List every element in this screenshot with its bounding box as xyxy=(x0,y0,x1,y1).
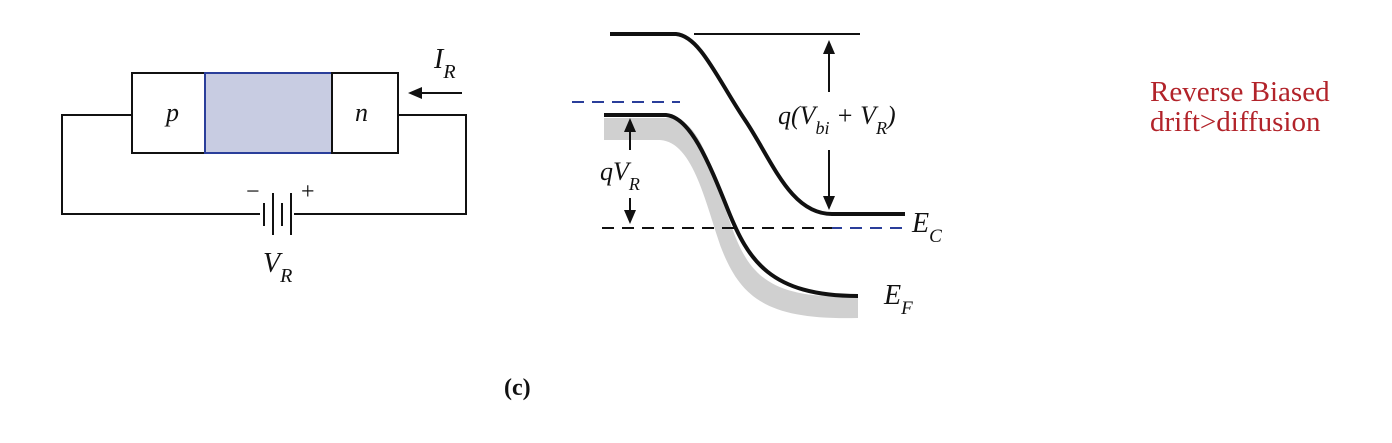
figure-caption: (c) xyxy=(504,375,531,401)
battery-symbol xyxy=(263,193,292,235)
depletion-region xyxy=(204,72,333,154)
p-label: p xyxy=(164,98,179,127)
battery-minus-sign: − xyxy=(246,179,260,205)
barrier-height-arrow xyxy=(823,40,835,210)
current-arrow xyxy=(408,87,462,99)
qvr-label: qVR xyxy=(600,157,640,194)
left-wire xyxy=(61,114,260,215)
right-wire xyxy=(294,114,467,215)
barrier-height-label: q(Vbi + VR) xyxy=(778,101,896,138)
band-diagram: q(Vbi + VR) qVR EC EF xyxy=(572,32,942,319)
p-region xyxy=(131,72,206,154)
ef-label: EF xyxy=(883,280,913,319)
battery-plus-sign: + xyxy=(301,179,315,205)
right-edge-panel xyxy=(1380,0,1392,438)
annotation-line-1: Reverse Biased xyxy=(1150,76,1330,108)
qvr-arrow xyxy=(624,118,636,224)
pn-junction-circuit: p n − + VR IR xyxy=(61,44,467,287)
n-region xyxy=(331,72,399,154)
ec-label: EC xyxy=(911,208,942,247)
n-label: n xyxy=(355,98,368,127)
fermi-level-curve xyxy=(604,113,859,298)
annotation-line-2: drift>diffusion xyxy=(1150,106,1321,138)
current-label: IR xyxy=(433,44,456,83)
annotation-note: Reverse Biased drift>diffusion xyxy=(1150,77,1330,137)
conduction-band-curve xyxy=(610,32,905,216)
voltage-label: VR xyxy=(263,248,292,287)
